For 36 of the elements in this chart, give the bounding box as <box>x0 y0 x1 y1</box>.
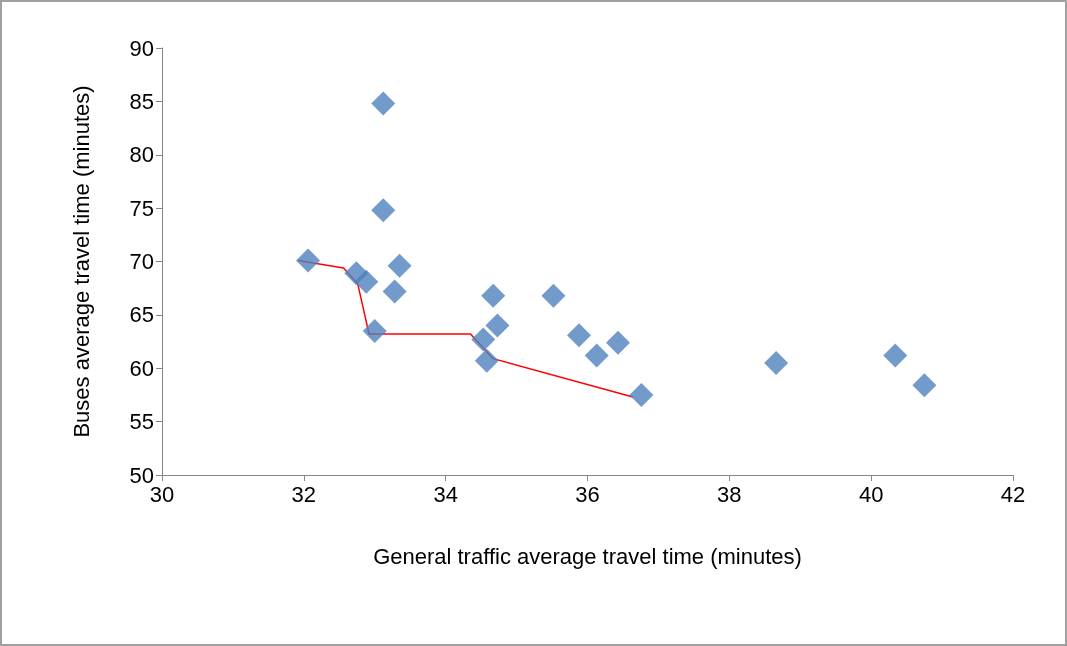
x-tick-label: 32 <box>291 481 317 507</box>
y-tick-label: 60 <box>129 355 154 381</box>
y-axis-title: Buses average travel time (minutes) <box>68 85 94 438</box>
point <box>481 283 506 308</box>
point <box>471 327 496 352</box>
point <box>485 313 510 338</box>
point <box>629 382 654 407</box>
point <box>605 330 630 355</box>
x-tick-label: 42 <box>1000 481 1026 507</box>
y-tick-label: 75 <box>129 195 154 221</box>
y-tick-label: 55 <box>129 409 154 435</box>
y-tick-label: 80 <box>129 142 154 168</box>
y-tick-label: 50 <box>129 462 154 488</box>
y-tick-label: 70 <box>129 249 154 274</box>
point <box>371 198 396 223</box>
point <box>354 269 379 294</box>
point <box>474 348 499 373</box>
point <box>387 253 412 278</box>
x-axis-title: General traffic average travel time (minutes) <box>373 543 802 569</box>
point <box>296 248 321 273</box>
y-tick-label: 85 <box>129 88 154 114</box>
x-tick-label: 34 <box>433 481 458 507</box>
point <box>382 279 407 304</box>
x-tick-label: 36 <box>575 481 600 507</box>
point <box>764 350 789 375</box>
point <box>362 318 387 343</box>
x-tick-label: 38 <box>717 481 742 507</box>
x-tick-label: 40 <box>858 481 884 507</box>
point <box>541 283 566 308</box>
point <box>584 343 609 368</box>
point <box>566 323 591 348</box>
point <box>883 343 908 368</box>
point <box>912 373 937 398</box>
y-tick-label: 90 <box>129 35 154 61</box>
y-tick-label: 65 <box>129 302 154 328</box>
point <box>371 91 396 116</box>
